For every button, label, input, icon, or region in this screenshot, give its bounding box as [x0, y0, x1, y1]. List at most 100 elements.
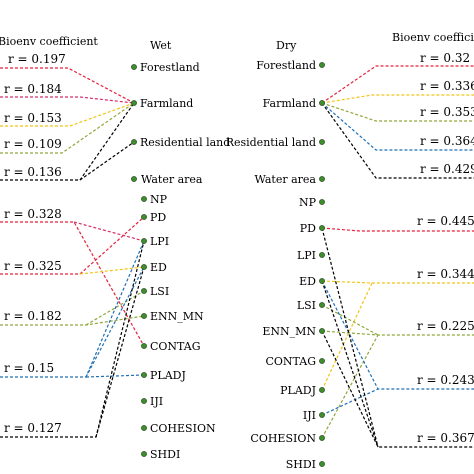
right-land-coef-3: r = 0.353 [420, 105, 474, 119]
right-node-farmland [319, 100, 325, 106]
right-line-black [321, 102, 474, 179]
right-node-metric-3 [319, 252, 325, 258]
left-metric-coef-1: r = 0.328 [4, 207, 62, 221]
right-node-metric-8 [319, 387, 325, 393]
right-land-residential: Residential land [226, 136, 316, 149]
left-land-coef-4: r = 0.109 [4, 137, 62, 151]
left-land-farmland: Farmland [140, 97, 193, 110]
left-line-ed-yellow [79, 266, 145, 275]
left-line-farm-olive [0, 102, 135, 154]
right-metric-coef-4: r = 0.243 [417, 373, 474, 387]
left-node-metric-7 [141, 343, 147, 349]
right-node-metric-4 [319, 278, 325, 284]
left-metric-coef-5: r = 0.127 [4, 421, 62, 435]
right-metric-ed: ED [299, 275, 316, 288]
right-node-metric-2 [319, 225, 325, 231]
right-land-coef-5: r = 0.429 [420, 162, 474, 176]
left-metric-contag: CONTAG [150, 340, 201, 353]
right-line-ed-black [321, 280, 379, 448]
left-land-forestland: Forestland [140, 61, 200, 74]
left-land-residential: Residential land [140, 136, 230, 149]
left-node-metric-8 [141, 372, 147, 378]
right-line-ed-yellow [321, 280, 474, 284]
right-node-metric-5 [319, 302, 325, 308]
right-metric-shdi: SHDI [286, 458, 316, 471]
right-land-farmland: Farmland [263, 97, 316, 110]
right-metric-np: NP [299, 196, 317, 209]
right-metric-water-area: Water area [255, 173, 317, 186]
left-metric-np: NP [150, 193, 168, 206]
left-line-ed-blue [85, 266, 145, 378]
left-metric-labels: Water area NP PD LPI ED LSI ENN_MN CONTA… [141, 173, 216, 461]
right-node-residential [319, 139, 325, 145]
left-line-farm-pink [0, 96, 135, 104]
left-node-metric-3 [141, 238, 147, 244]
right-line-cohesion-olive [321, 334, 379, 439]
left-node-farmland [131, 100, 137, 106]
left-line-pd-pink [73, 221, 145, 242]
left-metric-coef-3: r = 0.182 [4, 309, 62, 323]
left-line-black-cohesion [0, 266, 145, 438]
left-metric-water-area: Water area [141, 173, 203, 186]
left-node-metric-11 [141, 451, 147, 457]
left-header: Bioenv coefficient [0, 35, 98, 48]
right-metric-lpi: LPI [297, 249, 316, 262]
left-line-lsi-olive [85, 290, 145, 326]
left-node-metric-0 [131, 176, 137, 182]
right-metric-coef-2: r = 0.344 [417, 267, 474, 281]
left-line-black-lpi [95, 240, 145, 438]
right-metric-labels: Water area NP PD LPI ED LSI ENN_MN CONTA… [250, 173, 316, 471]
left-line-farm-yellow [0, 102, 135, 127]
right-title: Dry [276, 39, 297, 52]
right-line-pd-red [321, 227, 474, 232]
right-metric-cohesion: COHESION [250, 432, 316, 445]
right-header: Bioenv coefficient [392, 31, 474, 44]
right-metric-coef-1: r = 0.445 [417, 214, 474, 228]
right-node-metric-1 [319, 199, 325, 205]
right-metric-enn-mn: ENN_MN [262, 325, 316, 338]
right-metric-lsi: LSI [297, 299, 316, 312]
left-node-metric-10 [141, 425, 147, 431]
left-node-metric-9 [141, 398, 147, 404]
left-line-pladj-blue [85, 374, 145, 378]
left-node-forestland [131, 64, 137, 70]
right-metric-coef-5: r = 0.367 [417, 431, 474, 445]
right-metric-iji: IJI [303, 409, 316, 422]
right-land-coef-4: r = 0.364 [420, 134, 474, 148]
right-line-pladj-yellow [321, 282, 373, 391]
right-land-coef-2: r = 0.336 [420, 79, 474, 93]
right-node-metric-11 [319, 461, 325, 467]
right-metric-coef-3: r = 0.225 [417, 319, 474, 333]
right-node-metric-6 [319, 328, 325, 334]
left-metric-enn-mn: ENN_MN [150, 310, 204, 323]
right-land-coef-1: r = 0.32 [420, 51, 470, 65]
left-node-metric-4 [141, 264, 147, 270]
right-node-metric-0 [319, 176, 325, 182]
left-metric-coef-2: r = 0.325 [4, 259, 62, 273]
right-metric-contag: CONTAG [265, 355, 316, 368]
left-metric-cohesion: COHESION [150, 422, 216, 435]
left-node-metric-1 [141, 196, 147, 202]
right-line-olive [321, 102, 474, 122]
left-node-metric-2 [141, 214, 147, 220]
left-metric-lpi: LPI [150, 235, 169, 248]
left-metric-pd: PD [150, 211, 166, 224]
right-node-metric-7 [319, 358, 325, 364]
left-title: Wet [150, 39, 172, 52]
left-metric-coef-4: r = 0.15 [4, 361, 54, 375]
left-metric-pladj: PLADJ [150, 369, 186, 382]
right-line-blue [321, 102, 474, 151]
right-line-enn-black [321, 330, 474, 448]
right-line-iji-blue [321, 388, 379, 416]
right-land-forestland: Forestland [256, 59, 316, 72]
left-line-farm-black [79, 102, 135, 181]
right-metric-pladj: PLADJ [280, 384, 316, 397]
left-metric-ed: ED [150, 261, 167, 274]
left-land-coef-3: r = 0.153 [4, 111, 62, 125]
right-node-metric-9 [319, 412, 325, 418]
left-line-forest-red [0, 67, 135, 104]
left-land-coef-2: r = 0.184 [4, 82, 62, 96]
left-metric-iji: IJI [150, 395, 163, 408]
left-metric-lsi: LSI [150, 285, 169, 298]
